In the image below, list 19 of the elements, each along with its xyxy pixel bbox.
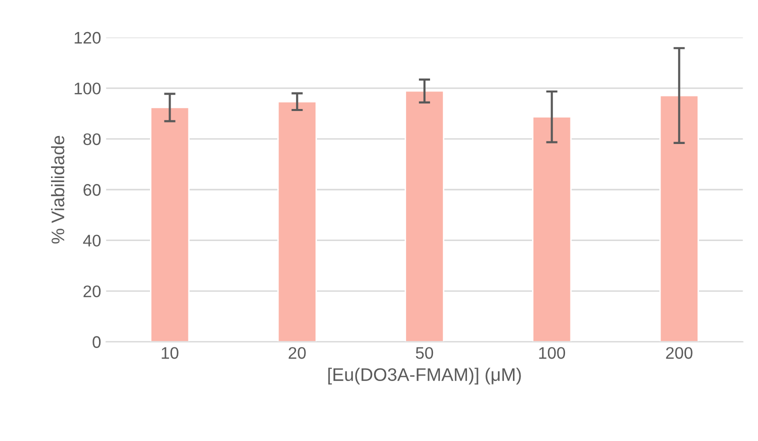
bar bbox=[404, 90, 444, 342]
y-tick-label: 100 bbox=[74, 82, 101, 94]
x-axis-title: [Eu(DO3A-FMAM)] (μM) bbox=[328, 368, 521, 385]
x-tick-label: 200 bbox=[666, 347, 692, 359]
y-tick-label: 0 bbox=[92, 336, 101, 348]
x-tick-label: 10 bbox=[162, 347, 178, 359]
bar bbox=[532, 116, 572, 342]
x-tick-label: 20 bbox=[288, 347, 306, 359]
y-tick-label: 80 bbox=[83, 133, 101, 146]
y-tick-label: 60 bbox=[84, 184, 101, 196]
bar bbox=[150, 106, 190, 342]
y-axis-title: % Viabilidade bbox=[51, 136, 64, 244]
y-tick-label: 40 bbox=[83, 234, 101, 247]
x-tick-label: 100 bbox=[539, 347, 566, 359]
y-tick-label: 20 bbox=[84, 285, 101, 298]
bar bbox=[659, 94, 699, 342]
x-tick-label: 50 bbox=[416, 347, 434, 359]
y-tick-label: 120 bbox=[74, 32, 101, 44]
bar bbox=[277, 100, 317, 342]
